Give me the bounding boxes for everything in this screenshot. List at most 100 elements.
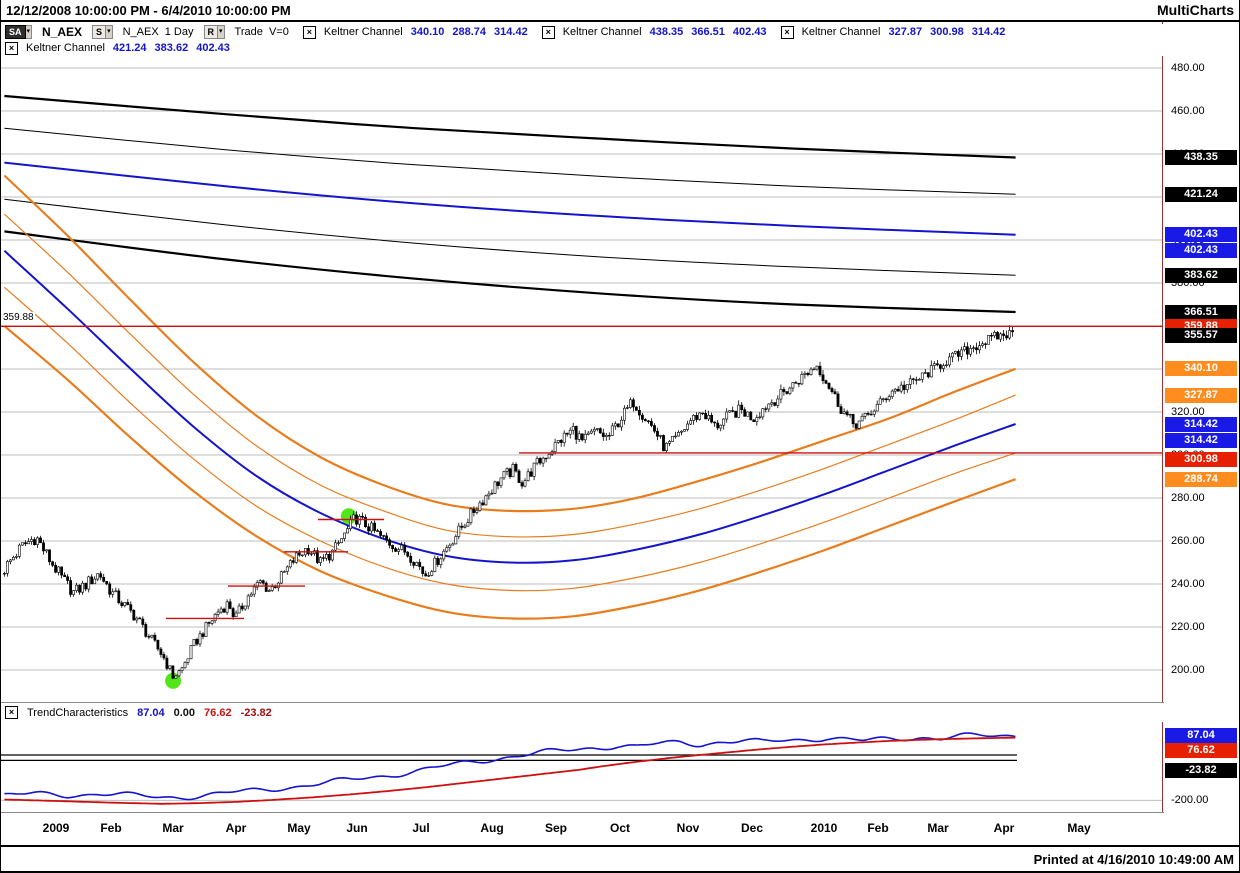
candle-body: [361, 515, 364, 518]
candle-body: [189, 645, 193, 659]
candle-body: [105, 581, 109, 585]
candle-body: [63, 574, 67, 577]
chevron-down-icon[interactable]: ▾: [106, 25, 113, 39]
candle-body: [749, 411, 753, 421]
resolution-control[interactable]: R ▾: [203, 25, 225, 39]
time-axis-label: 2010: [810, 821, 838, 835]
candle-body: [728, 410, 732, 413]
candle-body: [490, 492, 494, 495]
candle-body: [523, 480, 527, 487]
app-title: MultiCharts: [1157, 2, 1234, 18]
time-axis[interactable]: 2009 Feb Mar Apr May Jun Jul Aug Sep Oct Nov Dec 201…: [1, 812, 1164, 845]
candle-body: [758, 416, 762, 418]
candle-body: [93, 578, 97, 585]
close-icon[interactable]: ×: [541, 25, 555, 39]
price-badge: 314.42: [1165, 432, 1237, 448]
candle-body: [613, 423, 617, 427]
candle-body: [370, 522, 374, 532]
candle-body: [69, 580, 73, 595]
candle-body: [526, 471, 530, 481]
candle-body: [580, 433, 584, 441]
candle-body: [478, 502, 482, 511]
time-axis-label: Feb: [867, 821, 889, 835]
series-control[interactable]: S ▾: [92, 25, 113, 39]
candle-body: [1002, 333, 1006, 336]
chevron-down-icon[interactable]: ▾: [218, 25, 225, 39]
indicator-value: 314.42: [494, 26, 528, 38]
candle-body: [559, 439, 563, 443]
candle-body: [228, 601, 232, 609]
symbol-status-control[interactable]: SA ▾: [5, 25, 33, 39]
candle-body: [333, 542, 337, 551]
close-icon[interactable]: ×: [302, 25, 316, 39]
candle-body: [327, 553, 331, 561]
candle-body: [394, 548, 398, 552]
candle-body: [911, 378, 915, 380]
candle-body: [950, 352, 954, 358]
candle-body: [999, 333, 1003, 340]
candle-body: [631, 399, 635, 408]
price-badge: 327.87: [1165, 387, 1237, 403]
close-icon[interactable]: ×: [780, 25, 794, 39]
candle-body: [680, 430, 683, 433]
price-badge: 402.43: [1165, 243, 1237, 259]
candle-body: [604, 434, 608, 437]
candle-body: [824, 380, 828, 384]
candle-body: [701, 412, 705, 415]
indicator-legend-keltner-1: × Keltner Channel 340.10 288.74 314.42: [302, 25, 528, 39]
time-axis-label: Nov: [676, 821, 700, 835]
candle-body: [881, 398, 885, 400]
sa-badge[interactable]: SA: [5, 25, 26, 39]
candle-body: [872, 410, 876, 415]
candle-body: [147, 636, 151, 638]
candle-body: [81, 582, 85, 593]
candle-body: [996, 332, 999, 340]
time-axis-label: 2009: [42, 821, 70, 835]
chevron-down-icon[interactable]: ▾: [25, 25, 33, 39]
candle-body: [255, 582, 259, 588]
candle-body: [213, 614, 217, 622]
candle-body: [541, 457, 545, 464]
close-icon[interactable]: ×: [5, 41, 18, 55]
price-axis[interactable]: 480.00460.00440.00420.00400.00380.00360.…: [1162, 0, 1239, 845]
candle-body: [932, 363, 936, 366]
candle-body: [129, 604, 133, 611]
candle-body: [75, 584, 79, 591]
candle-body: [291, 560, 295, 563]
indicator-value: 87.04: [137, 706, 165, 719]
candle-body: [993, 332, 996, 337]
price-chart-canvas[interactable]: [1, 0, 1240, 845]
candle-body: [686, 423, 690, 430]
s-badge[interactable]: S: [92, 25, 107, 39]
candle-body: [619, 419, 623, 428]
candle-body: [731, 410, 735, 412]
candle-body: [346, 528, 349, 534]
candle-body: [941, 365, 945, 369]
candle-body: [926, 372, 930, 378]
candle-body: [839, 406, 843, 414]
candle-body: [981, 343, 984, 346]
price-axis-label: 240.00: [1171, 578, 1205, 590]
candle-body: [403, 544, 407, 553]
price-badge: 76.62: [1165, 743, 1237, 759]
close-icon[interactable]: ×: [5, 706, 18, 719]
candle-body: [72, 590, 76, 595]
candle-body: [159, 648, 163, 655]
candle-body: [48, 549, 51, 563]
trade-label: Trade V=0: [234, 26, 289, 38]
r-badge[interactable]: R: [203, 25, 218, 39]
candle-body: [42, 542, 45, 552]
candle-body: [848, 413, 852, 416]
printed-at-label: Printed at 4/16/2010 10:49:00 AM: [1033, 851, 1234, 867]
keltner-line: [3, 325, 1016, 620]
indicator-value: 402.43: [732, 26, 767, 38]
time-axis-label: Apr: [225, 821, 247, 835]
time-axis-label: Mar: [927, 821, 949, 835]
price-badge: 314.42: [1165, 416, 1237, 432]
candle-body: [177, 670, 181, 677]
candle-body: [156, 639, 160, 650]
candle-body: [984, 343, 987, 345]
indicator-name: TrendCharacteristics: [27, 706, 129, 719]
candle-body: [592, 429, 596, 432]
candle-body: [917, 379, 921, 381]
